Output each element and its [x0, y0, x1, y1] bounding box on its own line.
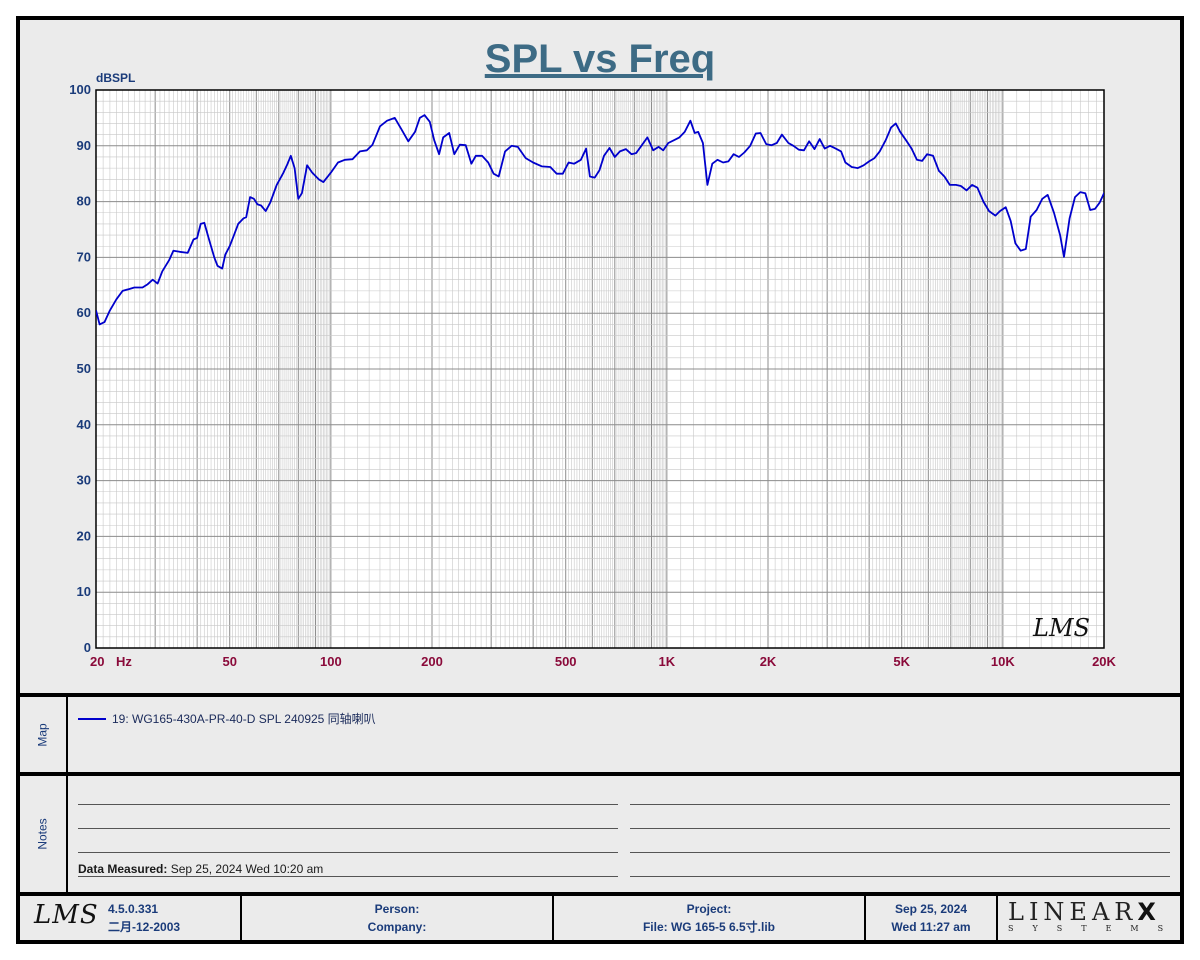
- map-section-label: Map: [20, 697, 66, 772]
- project-cell: Project: File: WG 165-5 6.5寸.lib: [554, 896, 864, 940]
- note-line: [78, 828, 618, 829]
- map-label-text: Map: [36, 722, 50, 747]
- note-line: [630, 828, 1170, 829]
- divider-notes-footer: [20, 892, 1180, 896]
- x-tick-label: 100: [320, 654, 342, 669]
- y-tick-label: 0: [84, 640, 91, 655]
- report-frame: SPL vs Freq dBSPL 0 10 20 30 40 50 60 70 80 90 100 20…: [16, 16, 1184, 944]
- note-line: [630, 876, 1170, 877]
- chart-title: SPL vs Freq: [485, 37, 715, 81]
- notes-left-divider: [66, 776, 68, 892]
- y-tick-label: 100: [69, 82, 91, 97]
- note-line: [630, 852, 1170, 853]
- plot-border: [95, 89, 1105, 649]
- y-tick-label: 50: [77, 361, 91, 376]
- plot-area: SPL vs Freq dBSPL 0 10 20 30 40 50 60 70 80 90 100 20…: [20, 20, 1180, 693]
- file-label: File: WG 165-5 6.5寸.lib: [642, 920, 776, 934]
- version-text: 4.5.0.331: [108, 902, 159, 916]
- data-measured: Data Measured: Sep 25, 2024 Wed 10:20 am: [78, 862, 323, 876]
- x-tick-label: 20: [90, 654, 104, 669]
- x-tick-label: 200: [421, 654, 443, 669]
- divider-map-notes: [20, 772, 1180, 776]
- y-tick-label: 80: [77, 194, 91, 209]
- version-cell: 4.5.0.331 二月-12-2003: [108, 896, 238, 940]
- time-text: Wed 11:27 am: [891, 920, 971, 934]
- x-tick-label: 5K: [893, 654, 910, 669]
- legend-label: 19: WG165-430A-PR-40-D SPL 240925 同轴喇叭: [112, 712, 376, 726]
- data-measured-label: Data Measured:: [78, 862, 168, 876]
- brand-x: X: [1137, 898, 1161, 926]
- project-label: Project:: [686, 902, 732, 916]
- date-cell: Sep 25, 2024 Wed 11:27 am: [866, 896, 996, 940]
- map-left-divider: [66, 697, 68, 772]
- x-tick-label: 500: [555, 654, 577, 669]
- y-tick-label: 90: [77, 138, 91, 153]
- brand-main: LINEAR: [1008, 898, 1138, 926]
- y-tick-label: 20: [77, 528, 91, 543]
- x-tick-label: 10K: [991, 654, 1015, 669]
- company-label: Company:: [367, 920, 427, 934]
- x-tick-label: 20K: [1092, 654, 1116, 669]
- y-tick-label: 10: [77, 584, 91, 599]
- note-line: [78, 852, 618, 853]
- divider-plot-map: [20, 693, 1180, 697]
- data-measured-value: Sep 25, 2024 Wed 10:20 am: [170, 862, 324, 876]
- notes-label-text: Notes: [35, 818, 50, 850]
- x-tick-label: 1K: [659, 654, 676, 669]
- note-line: [78, 876, 618, 877]
- y-tick-label: 30: [77, 473, 91, 488]
- notes-section-label: Notes: [20, 776, 66, 892]
- brand-sub: SYSTEMS: [1008, 924, 1183, 933]
- lms-logo: LMS: [34, 900, 99, 930]
- footer-divider: [240, 896, 242, 940]
- spl-chart: SPL vs Freq dBSPL 0 10 20 30 40 50 60 70 80 90 100 20…: [69, 37, 1116, 669]
- lms-watermark: LMS: [1032, 614, 1090, 642]
- linearx-logo: LINEARX SYSTEMS: [1008, 898, 1178, 938]
- legend-entry: 19: WG165-430A-PR-40-D SPL 240925 同轴喇叭: [78, 710, 376, 727]
- y-tick-label: 60: [77, 305, 91, 320]
- person-cell: Person: Company:: [242, 896, 552, 940]
- y-tick-label: 70: [77, 249, 91, 264]
- series-line: [96, 114, 1104, 326]
- footer-divider: [864, 896, 866, 940]
- footer-divider: [552, 896, 554, 940]
- x-tick-label: 50: [222, 654, 236, 669]
- footer-divider: [996, 896, 998, 940]
- date-text: Sep 25, 2024: [894, 902, 968, 916]
- footer: LMS 4.5.0.331 二月-12-2003 Person: Company…: [20, 896, 1180, 940]
- y-axis-label: dBSPL: [96, 71, 135, 85]
- legend-swatch: [78, 717, 106, 720]
- x-unit-label: Hz: [116, 654, 132, 669]
- note-line: [630, 804, 1170, 805]
- y-tick-label: 40: [77, 417, 91, 432]
- build-date-text: 二月-12-2003: [108, 920, 181, 934]
- person-label: Person:: [374, 902, 420, 916]
- note-line: [78, 804, 618, 805]
- x-tick-label: 2K: [760, 654, 777, 669]
